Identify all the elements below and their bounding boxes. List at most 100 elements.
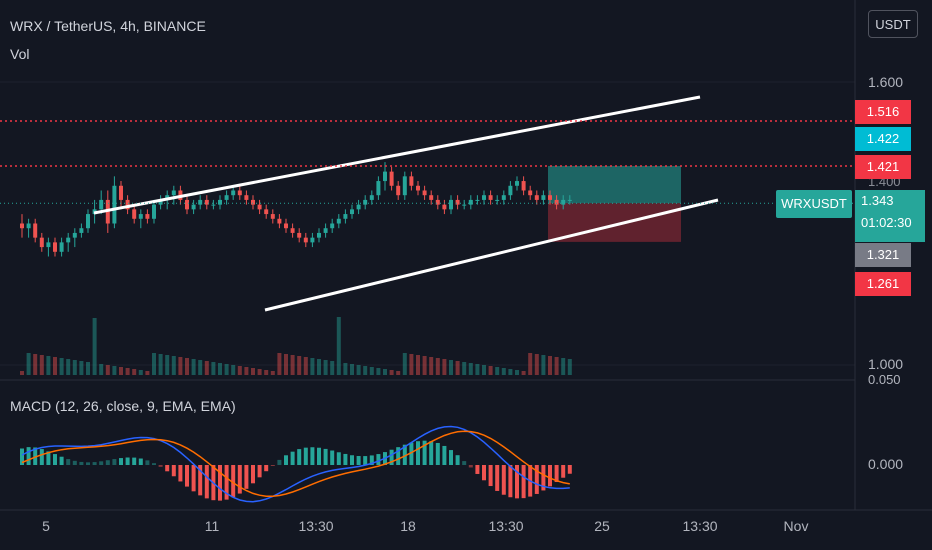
candle-body xyxy=(79,228,84,233)
candle-body xyxy=(561,199,566,205)
volume-bar xyxy=(396,371,401,375)
macd-histogram-bar xyxy=(462,461,467,465)
volume-bar xyxy=(125,368,130,375)
candle-body xyxy=(218,199,222,205)
candle-body xyxy=(112,185,117,224)
macd-histogram-bar xyxy=(26,447,31,465)
candle-body xyxy=(125,199,130,210)
candle-body xyxy=(449,199,453,210)
candle-body xyxy=(297,232,302,238)
volume-label[interactable]: Vol xyxy=(10,46,30,62)
macd-histogram-bar xyxy=(442,445,447,465)
currency-button[interactable]: USDT xyxy=(868,10,918,38)
macd-histogram-bar xyxy=(330,450,335,465)
volume-bar xyxy=(53,357,57,375)
macd-histogram-bar xyxy=(541,465,546,491)
time-label: 13:30 xyxy=(488,518,524,534)
candle-body xyxy=(20,223,24,229)
drawings-layer xyxy=(0,95,855,312)
macd-indicator-label[interactable]: MACD (12, 26, close, 9, EMA, EMA) xyxy=(10,398,236,414)
candle-body xyxy=(442,204,447,210)
volume-bar xyxy=(33,354,38,375)
macd-histogram-bar xyxy=(567,465,572,474)
macd-histogram-bar xyxy=(303,447,308,465)
macd-histogram-bar xyxy=(125,457,130,465)
candle-body xyxy=(475,199,480,201)
candle-body xyxy=(508,185,513,196)
macd-histogram-bar xyxy=(488,465,493,487)
volume-bars xyxy=(20,317,572,375)
candle-body xyxy=(145,214,150,219)
target-price-tag: 1.422 xyxy=(855,127,911,151)
volume-bar xyxy=(39,355,44,375)
candle-body xyxy=(429,195,434,200)
candle-body xyxy=(383,171,387,182)
macd-tick-0050: 0.050 xyxy=(868,372,901,387)
volume-bar xyxy=(165,355,170,375)
macd-histogram-bar xyxy=(191,465,196,492)
volume-bar xyxy=(178,357,183,375)
candle-body xyxy=(323,228,328,233)
macd-pane xyxy=(20,425,572,503)
macd-histogram-bar xyxy=(449,450,453,465)
volume-bar xyxy=(528,353,533,375)
volume-bar xyxy=(383,369,387,375)
volume-bar xyxy=(330,361,335,375)
volume-bar xyxy=(376,368,381,375)
candle-body xyxy=(330,223,335,229)
candle-body xyxy=(548,195,552,200)
macd-histogram-bar xyxy=(475,465,480,474)
volume-bar xyxy=(409,354,414,375)
volume-bar xyxy=(567,359,572,375)
macd-histogram-bar xyxy=(46,451,51,465)
volume-bar xyxy=(455,361,460,375)
candle-body xyxy=(138,214,143,219)
macd-histogram-bar xyxy=(336,452,341,465)
macd-histogram-bar xyxy=(284,455,288,465)
volume-bar xyxy=(343,363,348,375)
candle-body xyxy=(198,199,203,205)
macd-histogram-bar xyxy=(145,460,150,465)
volume-bar xyxy=(363,366,368,375)
macd-histogram-bar xyxy=(376,454,381,465)
candle-body xyxy=(72,232,77,238)
volume-bar xyxy=(534,354,539,375)
candle-body xyxy=(488,195,493,200)
candle-body xyxy=(284,223,288,229)
entry-price-tag: 1.321 xyxy=(855,243,911,267)
macd-histogram-bar xyxy=(297,449,302,465)
volume-bar xyxy=(310,358,315,375)
volume-bar xyxy=(237,366,242,375)
macd-histogram-bar xyxy=(501,465,506,495)
macd-histogram-bar xyxy=(290,451,295,465)
macd-histogram-bar xyxy=(409,442,414,465)
candle-body xyxy=(455,199,460,205)
volume-bar xyxy=(435,358,440,375)
volume-bar xyxy=(112,366,117,375)
volume-bar xyxy=(369,367,374,375)
symbol-title[interactable]: WRX / TetherUS, 4h, BINANCE xyxy=(10,18,206,34)
candle-body xyxy=(317,232,321,238)
volume-bar xyxy=(105,365,110,375)
macd-histogram-bar xyxy=(323,448,328,465)
volume-bar xyxy=(270,371,275,375)
volume-bar xyxy=(277,353,282,375)
candle-body xyxy=(59,242,64,252)
candle-body xyxy=(462,204,467,206)
macd-histogram-bar xyxy=(198,465,203,496)
volume-bar xyxy=(66,359,71,375)
macd-histogram-bar xyxy=(468,465,473,468)
candle-body xyxy=(132,209,137,219)
candle-body xyxy=(224,195,229,200)
volume-bar xyxy=(515,370,519,375)
volume-bar xyxy=(158,354,163,375)
volume-bar xyxy=(356,365,361,375)
candle-body xyxy=(409,176,414,186)
volume-bar xyxy=(26,353,31,375)
volume-bar xyxy=(442,359,447,375)
macd-histogram-bar xyxy=(158,465,163,467)
candle-body xyxy=(251,199,255,205)
macd-histogram-bar xyxy=(39,449,44,465)
candle-body xyxy=(482,195,486,200)
